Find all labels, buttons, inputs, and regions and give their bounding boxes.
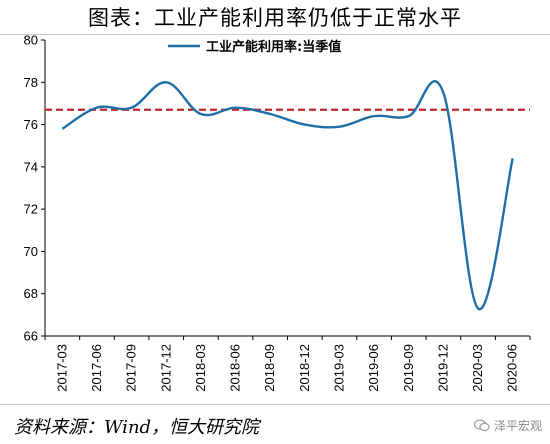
x-tick-label: 2019-12 (435, 344, 450, 392)
x-tick-label: 2019-09 (401, 344, 416, 392)
x-tick-label: 2020-03 (470, 344, 485, 392)
x-tick-label: 2018-06 (228, 344, 243, 392)
x-tick-label: 2017-06 (89, 344, 104, 392)
x-tick-label: 2019-03 (331, 344, 346, 392)
line-chart: 66 68 70 72 74 76 78 80 2017-03 2017-06 2017-09 201… (0, 34, 550, 404)
watermark-text: 泽平宏观 (494, 417, 542, 434)
x-tick-label: 2018-12 (297, 344, 312, 392)
legend-label: 工业产能利用率:当季值 (206, 39, 341, 55)
x-tick-label: 2019-06 (366, 344, 381, 392)
x-tick-label: 2018-09 (262, 344, 277, 392)
title-bar: 图表：工业产能利用率仍低于正常水平 (0, 0, 550, 35)
chart-area: 66 68 70 72 74 76 78 80 2017-03 2017-06 2017-09 201… (0, 34, 550, 404)
x-tick-label: 2017-03 (54, 344, 69, 392)
y-tick-label: 78 (24, 75, 38, 90)
y-tick-label: 76 (24, 117, 38, 132)
y-tick-label: 68 (24, 286, 38, 301)
y-tick-label: 80 (24, 34, 38, 48)
watermark: 泽平宏观 (474, 417, 542, 434)
x-tick-label: 2020-06 (505, 344, 520, 392)
y-tick-label: 72 (24, 202, 38, 217)
y-tick-label: 66 (24, 329, 38, 344)
footer: 资料来源：Wind，恒大研究院 泽平宏观 (0, 404, 550, 444)
chart-title: 图表：工业产能利用率仍低于正常水平 (0, 2, 550, 32)
series-line (62, 81, 512, 309)
x-tick-label: 2018-03 (193, 344, 208, 392)
x-tick-label: 2017-12 (158, 344, 173, 392)
source-note: 资料来源：Wind，恒大研究院 (14, 413, 259, 439)
x-tick-label: 2017-09 (124, 344, 139, 392)
wechat-icon (474, 419, 490, 432)
y-tick-label: 70 (24, 244, 38, 259)
y-tick-label: 74 (24, 159, 38, 174)
